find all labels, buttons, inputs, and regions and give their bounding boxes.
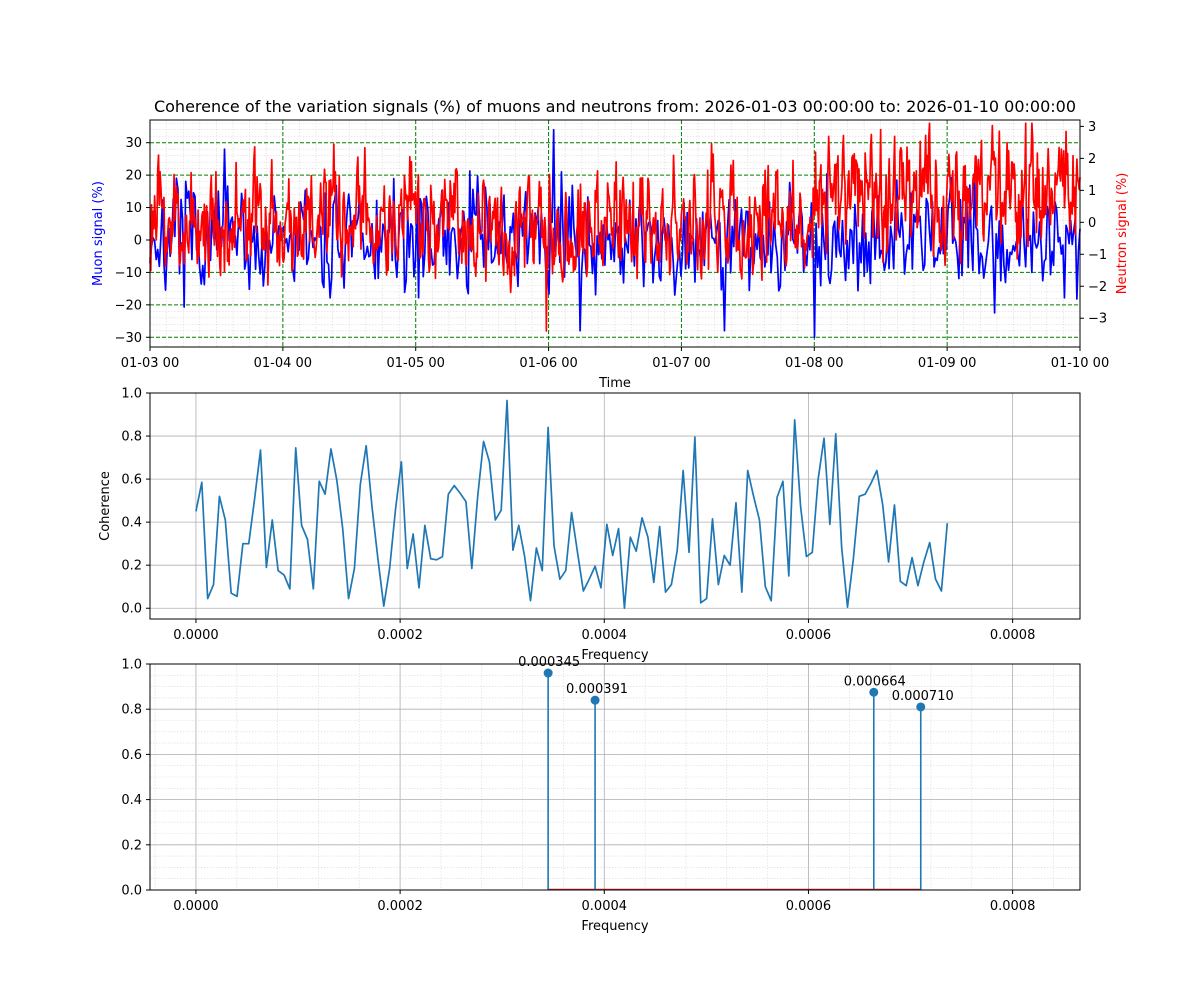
y-tick-label: 0.0 [121, 884, 142, 899]
y-tick-label: 0.8 [121, 703, 142, 718]
coherence-panel: 0.0 0.2 0.4 0.6 0.8 1.0 0.0000 0.0002 0.0004 0.00… [98, 387, 1081, 663]
x-tick-label: 0.0006 [786, 628, 832, 643]
y2-tick-label: −2 [1088, 280, 1107, 295]
x-tick-label: 01-04 00 [254, 356, 312, 371]
x-tick-label: 0.0008 [990, 899, 1036, 914]
y-tick-label: −20 [115, 298, 142, 313]
stem-value-label: 0.000664 [844, 674, 906, 689]
y-tick-label: 0.8 [121, 430, 142, 445]
stem-marker [869, 687, 879, 697]
stem-value-label: 0.000391 [566, 682, 628, 697]
x-tick-label: 01-08 00 [785, 356, 843, 371]
y-tick-label: 0.6 [121, 473, 142, 488]
y-tick-label: 10 [125, 201, 142, 216]
x-axis-label: Time [598, 376, 631, 391]
x-tick-label: 01-09 00 [918, 356, 976, 371]
y2-tick-label: 2 [1088, 152, 1096, 167]
axes-frame [149, 119, 1081, 348]
x-tick-label: 0.0008 [990, 628, 1036, 643]
x-tick-label: 0.0000 [173, 899, 219, 914]
stem-marker [916, 702, 926, 712]
y2-tick-label: 1 [1088, 184, 1096, 199]
x-tick-label: 0.0002 [377, 628, 423, 643]
axes-frame [149, 392, 1081, 620]
y2-tick-label: 3 [1088, 120, 1096, 135]
y-tick-label: 0.2 [121, 559, 142, 574]
stem-marker [543, 668, 553, 678]
y-tick-label: 0.0 [121, 602, 142, 617]
y-axis-label-muon: Muon signal (%) [91, 181, 106, 286]
y-tick-label: 1.0 [121, 387, 142, 402]
y-tick-label: 0.2 [121, 838, 142, 853]
chart-title: Coherence of the variation signals (%) o… [154, 97, 1076, 116]
y-tick-label: 1.0 [121, 658, 142, 673]
x-tick-label: 0.0006 [786, 899, 832, 914]
neutron-series-line [149, 122, 1081, 332]
x-tick-label: 01-06 00 [519, 356, 577, 371]
y-tick-label: 0.4 [121, 516, 142, 531]
stem-marker [590, 695, 600, 705]
y-tick-label: 0 [134, 233, 142, 248]
x-axis-label: Frequency [581, 919, 648, 934]
y-tick-label: 20 [125, 169, 142, 184]
y-tick-label: −10 [115, 266, 142, 281]
x-tick-label: 0.0000 [173, 628, 219, 643]
stem-value-label: 0.000710 [892, 689, 954, 704]
muon-series-line [149, 128, 1081, 339]
axes-frame [149, 663, 1081, 891]
x-tick-label: 01-05 00 [386, 356, 444, 371]
y2-tick-label: −3 [1088, 312, 1107, 327]
x-tick-label: 01-10 00 [1051, 356, 1109, 371]
x-tick-label: 01-03 00 [121, 356, 179, 371]
stem-value-label: 0.000345 [518, 655, 580, 670]
y-tick-label: 0.6 [121, 748, 142, 763]
x-axis-label: Frequency [581, 648, 648, 663]
x-tick-label: 01-07 00 [652, 356, 710, 371]
x-tick-label: 0.0004 [582, 899, 628, 914]
y2-tick-label: 0 [1088, 216, 1096, 231]
y-tick-label: 0.4 [121, 793, 142, 808]
y-axis-label: Coherence [98, 471, 113, 541]
y-axis-label-neutron: Neutron signal (%) [1115, 173, 1130, 295]
coherence-line [195, 399, 949, 610]
y-tick-label: 30 [125, 136, 142, 151]
x-tick-label: 0.0002 [377, 899, 423, 914]
y2-tick-label: −1 [1088, 248, 1107, 263]
y-tick-label: −30 [115, 331, 142, 346]
x-tick-label: 0.0004 [582, 628, 628, 643]
